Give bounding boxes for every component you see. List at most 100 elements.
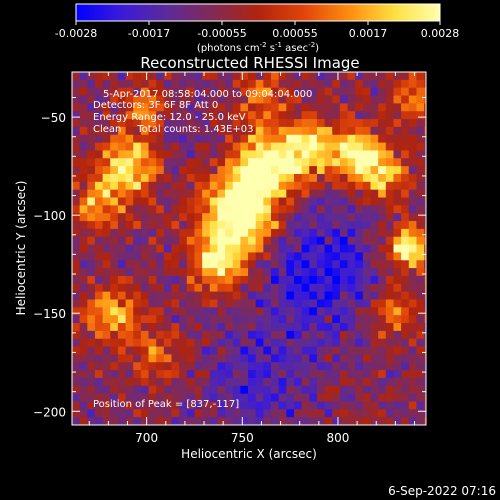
heatmap-cell [378,291,387,301]
heatmap-cell [194,244,203,254]
heatmap-cell [248,158,257,167]
heatmap-cell [240,409,249,418]
heatmap-cell [163,370,173,379]
heatmap-cell [278,126,287,136]
heatmap-cell [424,134,426,144]
heatmap-cell [186,260,196,269]
heatmap-cell [248,370,257,379]
heatmap-cell [286,95,295,104]
heatmap-cell [248,315,257,324]
heatmap-cell [301,385,310,395]
heatmap-cell [347,72,356,81]
heatmap-cell [278,330,287,340]
heatmap-cell [186,79,196,89]
heatmap-cell [186,401,196,410]
heatmap-cell [255,213,264,222]
heatmap-cell [202,370,211,379]
heatmap-cell [347,79,356,89]
heatmap-cell [286,111,295,120]
x-tick-label: 700 [135,431,158,445]
heatmap-cell [301,393,310,403]
heatmap-cell [416,72,425,81]
heatmap-cell [378,173,387,183]
heatmap-cell [202,275,211,285]
heatmap-cell [240,158,249,167]
heatmap-cell [202,126,211,136]
heatmap-cell [301,205,310,214]
heatmap-cell [102,166,111,175]
heatmap-cell [156,283,165,293]
heatmap-cell [148,103,157,112]
info-line: Clean Total counts: 1.43E+03 [93,124,253,135]
heatmap-cell [202,95,211,104]
heatmap-cell [217,228,226,238]
heatmap-cell [232,299,241,308]
heatmap-cell [309,158,318,167]
heatmap-cell [339,119,349,128]
heatmap-cell [225,354,234,363]
heatmap-cell [125,221,134,230]
heatmap-cell [194,181,203,191]
heatmap-cell [179,221,188,230]
heatmap-cell [125,315,134,324]
heatmap-cell [125,103,134,112]
heatmap-cell [125,111,134,120]
heatmap-cell [339,283,349,293]
heatmap-cell [186,197,196,206]
heatmap-cell [102,236,111,246]
heatmap-cell [94,299,104,308]
colorbar [75,3,441,22]
heatmap-cell [148,150,157,159]
heatmap-cell [278,377,287,387]
heatmap-cell [301,126,310,136]
heatmap-cell [286,158,295,167]
heatmap-cell [293,79,303,89]
heatmap-cell [225,205,234,214]
heatmap-cell [263,205,272,214]
heatmap-cell [186,252,196,261]
heatmap-cell [324,221,333,230]
heatmap-cell [202,393,211,403]
heatmap-cell [378,299,387,308]
heatmap-cell [148,275,157,285]
heatmap-cell [248,268,257,277]
heatmap-cell [94,189,104,199]
heatmap-cell [87,166,96,175]
heatmap-cell [385,275,395,285]
heatmap-cell [163,119,173,128]
heatmap-cell [94,338,104,348]
heatmap-cell [301,173,310,183]
heatmap-cell [271,377,280,387]
heatmap-cell [140,346,150,355]
heatmap-cell [355,291,364,301]
heatmap-cell [332,260,341,269]
heatmap-cell [339,150,349,159]
heatmap-cell [339,362,349,371]
heatmap-cell [332,173,341,183]
heatmap-cell [156,134,165,144]
heatmap-cell [72,150,81,159]
heatmap-cell [416,323,425,332]
heatmap-cell [347,370,356,379]
heatmap-cell [309,228,318,238]
heatmap-cell [286,173,295,183]
heatmap-cell [347,111,356,120]
heatmap-cell [248,252,257,261]
heatmap-cell [248,189,257,199]
heatmap-cell [163,95,173,104]
heatmap-cell [125,166,134,175]
heatmap-cell [293,354,303,363]
heatmap-cell [263,166,272,175]
heatmap-cell [355,377,364,387]
heatmap-cell [87,126,96,136]
heatmap-cell [163,260,173,269]
heatmap-cell [148,370,157,379]
heatmap-cell [240,252,249,261]
heatmap-cell [324,377,333,387]
heatmap-cell [202,221,211,230]
heatmap-cell [408,244,418,254]
heatmap-cell [408,370,418,379]
heatmap-cell [209,385,219,395]
info-line: Detectors: 3F 6F 8F Att 0 [93,100,218,111]
heatmap-cell [133,362,142,371]
